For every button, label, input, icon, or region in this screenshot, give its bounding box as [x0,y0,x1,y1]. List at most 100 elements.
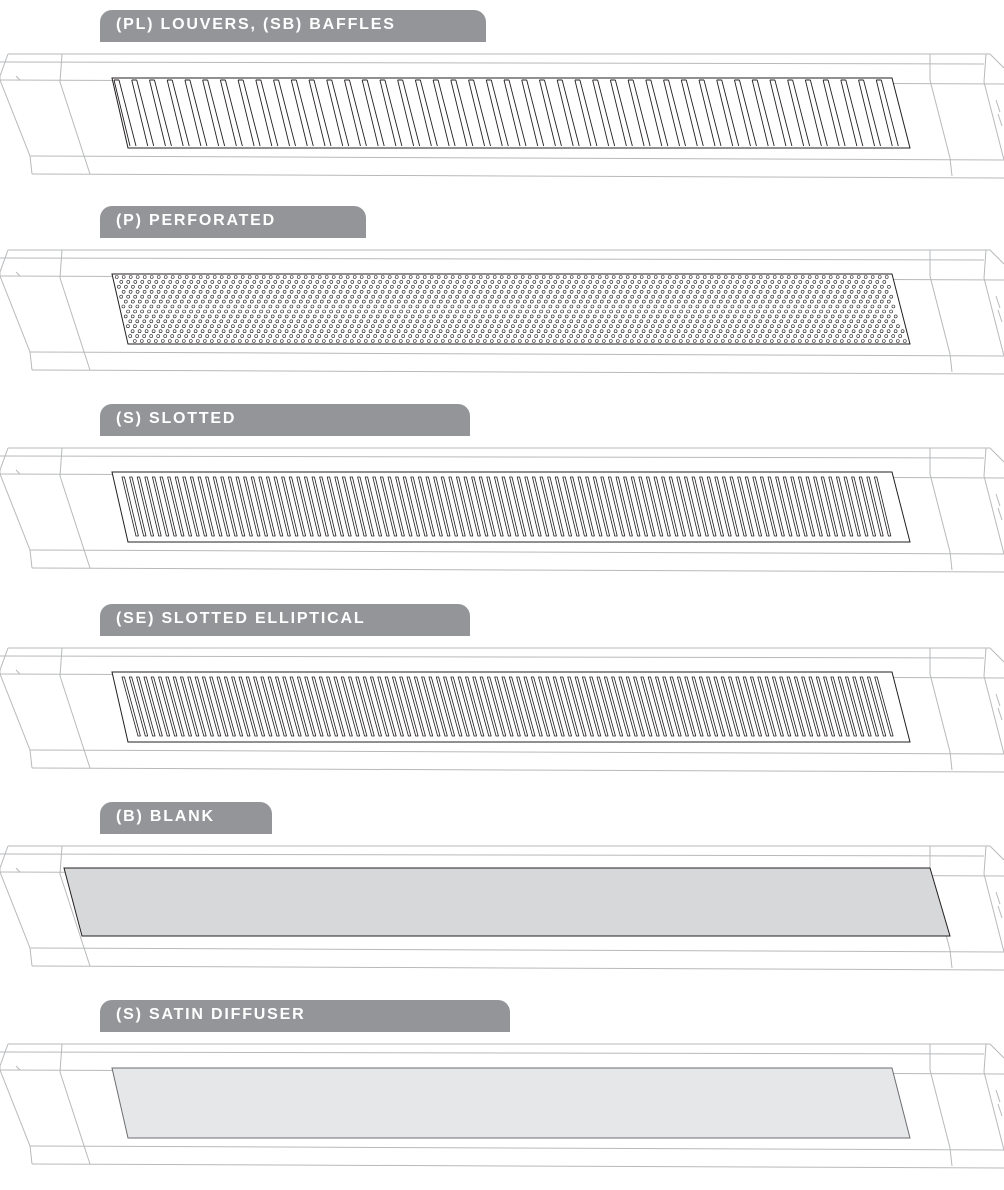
perforation-hole [567,280,572,284]
housing-right-end [929,53,1004,177]
perforation-hole [692,339,697,343]
perforation-hole [212,275,217,279]
slot-opening [866,676,887,737]
perforation-hole [550,329,555,333]
perforation-hole [509,284,513,289]
perforation-hole [357,294,362,299]
perforation-hole [611,304,616,309]
perforation-hole [471,275,476,279]
perforation-hole [818,339,823,343]
perforation-hole [170,275,175,279]
slot-opening [136,676,156,737]
perforation-hole [888,339,893,343]
perforation-hole [611,319,616,324]
perforation-hole [595,294,600,299]
perforation-hole [485,289,490,294]
perforation-hole [362,284,366,289]
perforation-hole [597,304,602,309]
fixture-illustration [0,832,1004,992]
perforation-hole [441,280,446,284]
perforation-hole [823,299,828,304]
perforation-hole [245,309,249,314]
perforation-hole [870,275,875,279]
perforation-hole [312,329,317,333]
perforation-hole [646,334,651,338]
perforation-hole [424,314,429,319]
slot-opening [326,476,344,537]
perforation-hole [231,309,235,314]
perforation-hole [548,334,553,338]
perforation-hole [191,319,196,324]
perforation-hole [242,314,247,319]
perforation-hole [415,304,420,309]
perforation-hole [581,309,585,314]
slot-opening [560,676,580,737]
perforation-hole [529,329,534,333]
housing-right-end [929,447,1004,571]
perforation-hole [688,304,693,309]
perforation-hole [573,339,578,343]
perforation-hole [366,289,371,294]
perforation-hole [217,339,221,343]
perforation-hole [742,280,747,284]
perforation-hole [417,329,422,333]
perforation-hole [459,314,464,319]
perforation-hole [749,324,753,328]
slot-opening [281,476,299,537]
perforation-hole [872,329,877,333]
perforation-hole [198,289,203,294]
perforation-hole [412,339,417,343]
perforation-hole [662,314,667,319]
slot-opening [691,476,709,537]
perforation-hole [802,329,807,333]
perforation-hole [807,275,812,279]
perforation-hole [357,309,361,314]
perforation-hole [240,304,245,309]
perforation-hole [686,309,690,314]
perforation-hole [133,324,137,328]
perforation-hole [275,275,280,279]
perforation-hole [527,304,532,309]
perforation-hole [902,339,907,343]
perforation-hole [434,280,439,284]
perforation-hole [270,299,275,304]
perforation-hole [270,329,275,333]
perforation-hole [784,309,788,314]
perforation-hole [508,329,513,333]
perforation-hole [546,324,550,328]
slot-opening [333,676,353,737]
perforation-hole [364,280,369,284]
slot-opening [282,676,302,737]
slot-opening [406,676,426,737]
slot-opening [851,476,869,537]
perforation-hole [544,284,548,289]
perforation-hole [781,329,786,333]
perforation-hole [179,329,184,333]
perforation-hole [861,294,866,299]
perforation-hole [543,314,548,319]
slot-opening [843,476,861,537]
louver-blade [769,79,793,147]
perforation-hole [228,329,233,333]
perforation-hole [138,284,142,289]
perforation-hole [436,275,441,279]
perforation-hole [809,314,814,319]
perforation-hole [480,314,485,319]
perforation-hole [697,329,702,333]
perforation-hole [464,289,469,294]
perforation-hole [555,275,560,279]
perforation-hole [823,329,828,333]
slot-opening [684,676,704,737]
perforation-hole [135,319,140,324]
perforation-hole [758,304,763,309]
perforation-hole [756,294,761,299]
perforation-hole [779,319,784,324]
perforation-hole [180,284,184,289]
perforation-hole [532,294,537,299]
perforation-hole [224,294,228,299]
perforation-hole [744,275,749,279]
perforation-hole [805,324,809,328]
perforation-hole [250,284,254,289]
slot-opening [223,676,244,737]
perforation-hole [455,309,459,314]
